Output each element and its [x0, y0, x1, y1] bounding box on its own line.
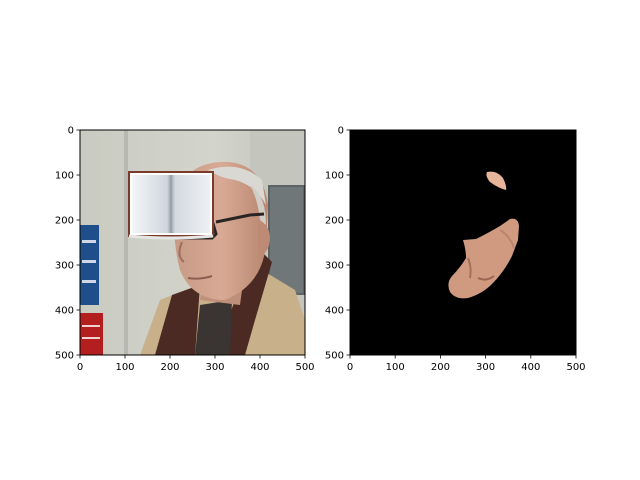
x-tick-label: 400 — [521, 362, 540, 373]
mask-image — [350, 130, 576, 355]
x-tick-label: 100 — [386, 362, 405, 373]
x-tick-label: 300 — [205, 362, 224, 373]
y-tick-label: 400 — [55, 306, 74, 317]
x-tick-label: 300 — [476, 362, 495, 373]
x-tick-label: 200 — [160, 362, 179, 373]
x-tick-label: 500 — [566, 362, 585, 373]
x-tick-label: 200 — [431, 362, 450, 373]
y-tick-label: 500 — [325, 351, 344, 362]
y-tick-label: 0 — [68, 126, 74, 137]
y-tick-label: 200 — [325, 216, 344, 227]
x-tick-label: 0 — [347, 362, 353, 373]
y-tick-label: 300 — [55, 261, 74, 272]
x-tick-label: 400 — [250, 362, 269, 373]
x-tick-label: 100 — [115, 362, 134, 373]
y-tick-label: 0 — [338, 126, 344, 137]
y-tick-label: 300 — [325, 261, 344, 272]
y-tick-label: 200 — [55, 216, 74, 227]
y-tick-label: 400 — [325, 306, 344, 317]
x-tick-label: 0 — [77, 362, 83, 373]
photo-image — [80, 130, 305, 355]
mask-background — [350, 130, 576, 355]
x-tick-label: 500 — [295, 362, 314, 373]
y-tick-label: 100 — [55, 171, 74, 182]
y-tick-label: 100 — [325, 171, 344, 182]
book-overlay — [129, 172, 213, 238]
y-tick-label: 500 — [55, 351, 74, 362]
